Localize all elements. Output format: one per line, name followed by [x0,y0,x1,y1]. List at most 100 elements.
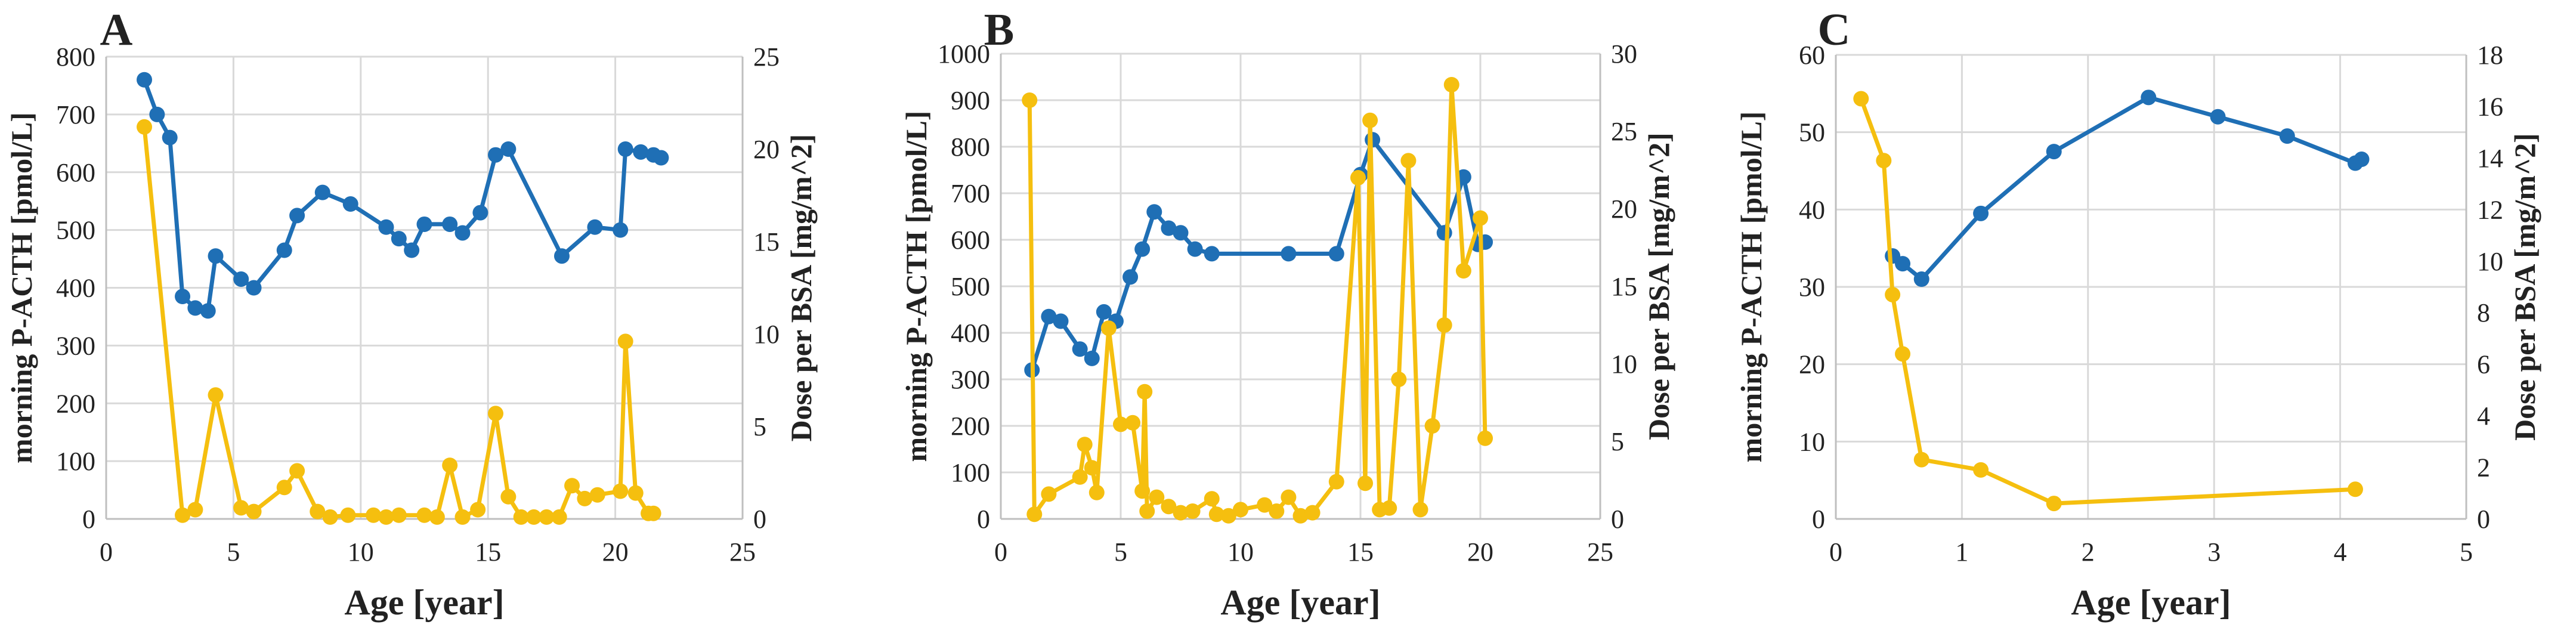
series-line [1859,98,2356,506]
data-point [1885,286,1901,302]
x-tick-label: 5 [1114,537,1127,567]
chart-panel-b: 0100200300400500600700800900100005101520… [899,5,1675,622]
data-point [1084,350,1100,366]
data-point [1146,204,1162,220]
y2-tick-label: 6 [2477,350,2490,379]
y2-tick-label: 18 [2477,41,2503,70]
series-line [142,126,654,520]
data-point [340,507,356,523]
y-tick-label: 0 [82,505,95,534]
data-point [1412,502,1428,518]
series-p-acth [1885,89,2370,287]
y-tick-label: 0 [977,505,990,534]
y-tick-label: 100 [951,458,990,487]
series-dose-per-bsa [1022,77,1493,524]
data-point [1876,153,1892,169]
y2-tick-label: 30 [1611,39,1637,69]
data-point [1173,505,1189,521]
x-tick-label: 1 [1955,537,1968,567]
x-axis-title: Age [year] [2071,583,2231,622]
series-line [1029,137,1486,371]
y-tick-label: 40 [1799,195,1825,224]
data-point [1187,241,1203,257]
data-point [1436,317,1452,333]
data-point [366,507,382,523]
data-point [500,488,517,505]
y2-tick-label: 20 [1611,194,1637,224]
series-dose-per-bsa [137,119,661,525]
data-point [1113,416,1128,432]
y2-axis-title: Dose per BSA [mg/m^2] [784,134,818,442]
y2-tick-label: 0 [1611,505,1624,534]
data-point [454,225,471,241]
data-point [416,507,432,523]
y-tick-label: 400 [56,274,95,303]
data-point [233,271,249,287]
data-point [613,222,629,238]
data-point [1134,241,1151,257]
data-point [378,509,394,525]
y-tick-label: 700 [951,179,990,208]
data-point [564,478,580,494]
data-point [1362,112,1378,128]
y-tick-label: 1000 [938,39,990,69]
data-point [1436,225,1452,241]
y-axis-title: morning P-ACTH [pmol/L] [899,111,933,462]
x-tick-label: 15 [475,537,501,567]
data-point [246,503,262,520]
data-point [589,487,605,503]
x-tick-label: 10 [348,537,374,567]
data-point [1281,246,1297,262]
x-tick-label: 5 [2460,537,2473,567]
data-point [1281,489,1297,505]
data-point [2141,89,2157,106]
data-point [488,406,504,422]
data-point [653,150,669,166]
series-line [1891,95,2363,282]
data-point [613,483,629,499]
data-point [1220,508,1236,524]
data-point [289,463,305,479]
data-point [1173,225,1189,241]
data-point [289,208,305,224]
data-point [310,503,326,520]
data-point [2279,128,2295,144]
data-point [2046,496,2062,512]
x-tick-label: 25 [729,537,756,567]
data-point [1328,246,1344,262]
y-tick-label: 400 [951,319,990,348]
data-point [587,219,603,235]
data-point [1400,153,1417,169]
data-point [276,480,292,496]
data-point [1139,503,1155,519]
data-point [1053,313,1069,329]
data-point [1096,304,1112,320]
data-point [526,509,542,525]
x-tick-label: 0 [1829,537,1842,567]
y-tick-label: 10 [1799,427,1825,456]
data-point [551,509,567,525]
data-point [137,72,153,88]
y-tick-label: 800 [56,42,95,72]
y2-tick-label: 15 [753,227,780,256]
y2-tick-label: 8 [2477,298,2490,327]
x-tick-label: 2 [2082,537,2095,567]
x-tick-label: 5 [227,537,240,567]
x-tick-label: 0 [100,537,113,567]
y2-axis-title: Dose per BSA [mg/m^2] [1642,132,1675,440]
data-point [1455,263,1471,279]
data-point [1026,506,1043,522]
data-point [1161,220,1177,236]
data-point [1185,503,1201,519]
data-point [1088,484,1105,500]
y2-tick-label: 5 [1611,427,1624,456]
data-point [2210,109,2226,125]
x-axis-title: Age [year] [344,583,504,622]
data-point [1443,77,1459,92]
data-point [1072,341,1088,357]
y-tick-label: 30 [1799,273,1825,302]
y-tick-label: 300 [56,331,95,360]
y-tick-label: 500 [56,216,95,245]
data-point [276,242,292,258]
